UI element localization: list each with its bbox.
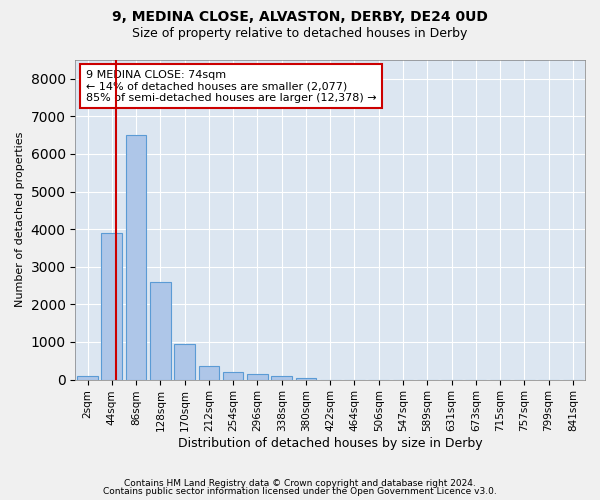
Text: Contains public sector information licensed under the Open Government Licence v3: Contains public sector information licen… (103, 487, 497, 496)
Text: Contains HM Land Registry data © Crown copyright and database right 2024.: Contains HM Land Registry data © Crown c… (124, 478, 476, 488)
Text: 9 MEDINA CLOSE: 74sqm
← 14% of detached houses are smaller (2,077)
85% of semi-d: 9 MEDINA CLOSE: 74sqm ← 14% of detached … (86, 70, 376, 103)
Bar (296, 378, 316, 380)
Bar (101, 233, 122, 380)
Bar (223, 372, 244, 380)
X-axis label: Distribution of detached houses by size in Derby: Distribution of detached houses by size … (178, 437, 482, 450)
Bar (126, 135, 146, 380)
Y-axis label: Number of detached properties: Number of detached properties (15, 132, 25, 308)
Bar (77, 376, 98, 380)
Bar (271, 376, 292, 380)
Bar (247, 374, 268, 380)
Bar (174, 344, 195, 380)
Bar (150, 282, 170, 380)
Text: Size of property relative to detached houses in Derby: Size of property relative to detached ho… (133, 28, 467, 40)
Text: 9, MEDINA CLOSE, ALVASTON, DERBY, DE24 0UD: 9, MEDINA CLOSE, ALVASTON, DERBY, DE24 0… (112, 10, 488, 24)
Bar (199, 366, 219, 380)
